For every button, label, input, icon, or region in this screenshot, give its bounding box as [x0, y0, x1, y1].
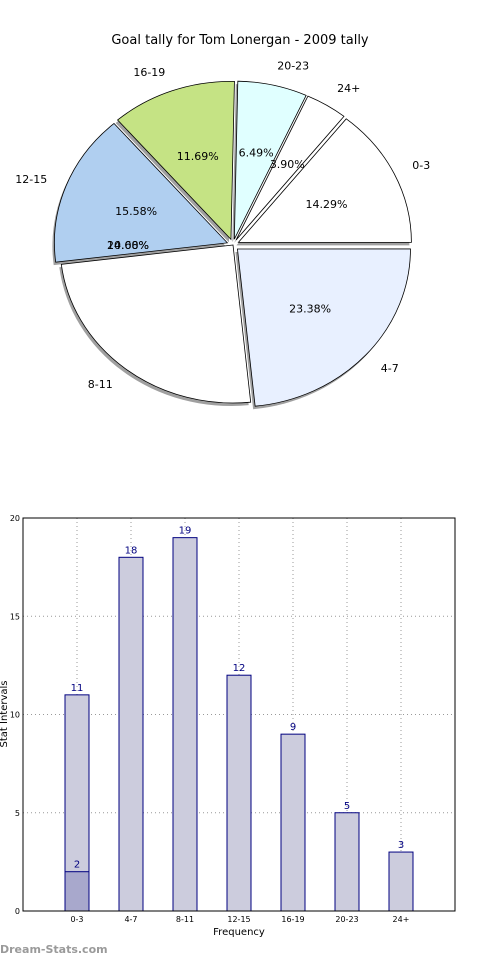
pie-slice-0-3 [237, 118, 412, 243]
pie-percent-label: 14.29% [306, 198, 348, 211]
bar-value-label: 5 [344, 801, 350, 812]
bar-4-7 [118, 556, 144, 912]
x-tick-label: 8-11 [176, 915, 194, 924]
pie-slice-24+ [235, 95, 345, 241]
pie-percent-label: 15.58% [115, 205, 157, 218]
y-tick-label: 5 [15, 809, 20, 818]
x-tick-label: 20-23 [335, 915, 358, 924]
pie-slice-4-7 [237, 248, 411, 407]
x-tick-label: 4-7 [124, 915, 137, 924]
pie-percent-label: 11.69% [177, 150, 219, 163]
bar-20-23 [334, 812, 360, 912]
y-tick-label: 0 [15, 907, 20, 916]
bar-value-label: 18 [125, 545, 138, 556]
bar-value-label: 3 [398, 840, 404, 851]
pie-category-label: 16-19 [133, 66, 165, 79]
pie-percent-label: 6.49% [239, 147, 274, 160]
pie-slice-20-23 [233, 80, 307, 240]
pie-slice-12-15 [53, 122, 229, 263]
pie-category-label: 4-7 [381, 362, 399, 375]
pie-category-label: 8-11 [88, 378, 113, 391]
pie-category-label: 20-23 [277, 60, 309, 73]
bar-8-11 [172, 537, 198, 912]
plot-frame [22, 517, 456, 912]
x-tick-label: 16-19 [281, 915, 304, 924]
pie-title: Goal tally for Tom Lonergan - 2009 tally [111, 33, 369, 48]
bar-value-label: 11 [71, 683, 84, 694]
bar-value-label: 2 [74, 860, 80, 871]
bar-value-label: 9 [290, 722, 296, 733]
x-tick-label: 0-3 [70, 915, 83, 924]
pie-slice-8-11 [60, 244, 252, 404]
watermark: Dream-Stats.com [0, 943, 108, 956]
pie-category-label: 12-15 [15, 173, 47, 186]
pie-slice-16-19 [117, 80, 235, 241]
y-tick-label: 15 [10, 612, 20, 621]
pie-percent-label: 23.38% [289, 302, 331, 315]
bar-value-label: 12 [233, 663, 246, 674]
x-tick-label: 24+ [393, 915, 410, 924]
y-tick-label: 10 [10, 711, 20, 720]
bar-16-19 [280, 733, 306, 912]
pie-chart: Goal tally for Tom Lonergan - 2009 tally… [15, 33, 430, 410]
bar-0-3 [64, 871, 90, 912]
x-axis-label: Frequency [213, 927, 265, 938]
bar-chart: 11 18 19 12 9 5 3 2 0 5 10 15 20 0-3 4-7 8-11 12-15 16-1… [0, 514, 456, 938]
bar-24+ [388, 851, 414, 912]
x-tick-label: 12-15 [227, 915, 250, 924]
pie-percent-label: 3.90% [270, 158, 305, 171]
bar-12-15 [226, 674, 252, 912]
y-axis-label: Stat Intervals [0, 680, 10, 747]
bar-value-label: 19 [179, 526, 192, 537]
pie-percent-label: 24.68% [107, 239, 149, 252]
y-tick-label: 20 [10, 514, 20, 523]
pie-category-label: 0-3 [412, 159, 430, 172]
pie-category-label: 24+ [337, 82, 360, 95]
pie-percent-label: 10.00% [107, 239, 149, 252]
